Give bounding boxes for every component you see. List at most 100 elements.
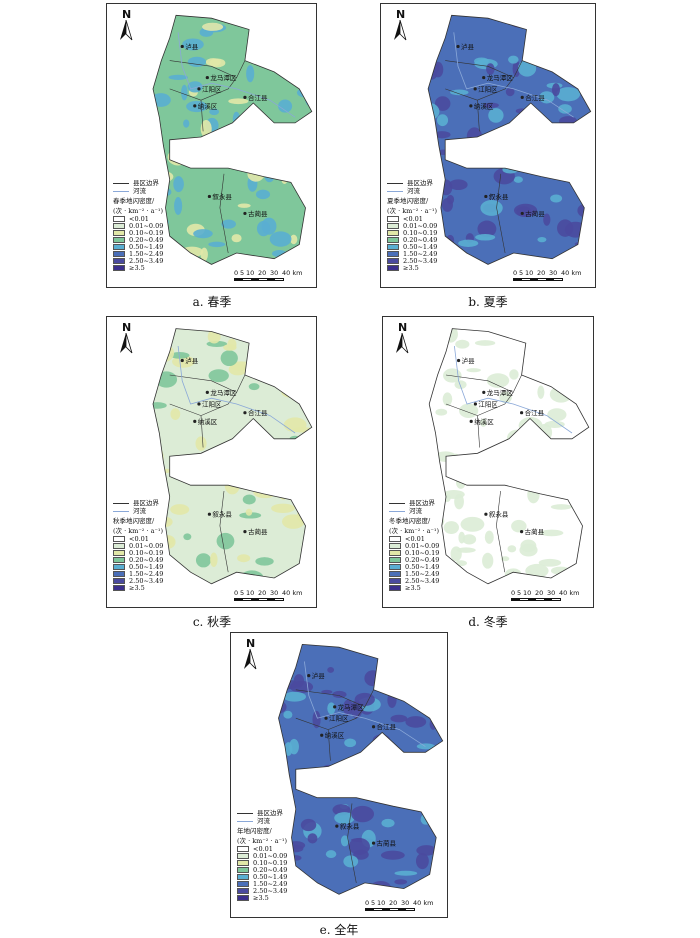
density-patch <box>539 447 552 458</box>
density-patch <box>221 219 236 229</box>
scale-label: 30 <box>270 269 279 277</box>
caption-annual: e. 全年 <box>319 923 359 937</box>
density-patch <box>300 818 317 832</box>
north-arrow-icon: N <box>117 321 139 355</box>
north-arrow-icon: N <box>241 637 263 671</box>
density-patch <box>459 403 479 419</box>
density-patch <box>522 20 531 25</box>
density-patch <box>454 380 467 390</box>
density-patch <box>343 699 354 716</box>
density-patch <box>340 835 349 847</box>
region-fill <box>153 328 312 584</box>
legend-swatch <box>389 549 401 556</box>
legend-river-label: 河流 <box>133 187 146 195</box>
density-patch <box>287 350 311 368</box>
legend-class-label: 0.20~0.49 <box>405 555 440 564</box>
place-marker <box>243 530 247 534</box>
county-boundary <box>200 100 204 132</box>
density-patch <box>507 545 517 553</box>
density-patch <box>284 742 293 756</box>
legend-class-label: 0.01~0.09 <box>129 221 164 230</box>
legend-swatch <box>389 556 401 563</box>
density-patch <box>508 55 519 64</box>
legend-swatch <box>237 873 249 880</box>
density-patch <box>583 182 590 187</box>
density-patch <box>301 146 312 155</box>
place-marker <box>180 44 184 49</box>
river-line <box>304 661 426 747</box>
density-patch <box>182 38 204 51</box>
scale-bar: 0 5 10 20 30 40 km <box>365 899 443 913</box>
density-patch <box>415 852 429 870</box>
legend-river-label: 河流 <box>257 817 270 825</box>
place-label: 合江县 <box>377 722 397 731</box>
density-patch <box>420 803 430 811</box>
density-patch <box>307 833 318 844</box>
density-patch <box>387 692 397 708</box>
density-patch <box>153 348 160 367</box>
place-label: 龙马潭区 <box>338 702 365 711</box>
place-marker <box>243 95 247 99</box>
place-label: 纳溪区 <box>325 731 345 740</box>
density-patch <box>264 170 275 183</box>
density-patch <box>325 850 337 858</box>
density-patch <box>281 386 299 398</box>
density-patch <box>553 148 570 155</box>
density-patch <box>460 516 485 532</box>
density-patch <box>231 446 253 458</box>
density-patch <box>208 241 226 248</box>
place-marker <box>520 211 524 216</box>
place-marker <box>469 104 473 108</box>
place-marker <box>335 824 339 828</box>
density-patch <box>309 790 317 795</box>
scale-bar: 0 5 10 20 30 40 km <box>513 269 591 283</box>
place-label: 江阳区 <box>329 714 349 723</box>
density-patch <box>562 376 569 391</box>
place-label: 泸县 <box>185 42 199 51</box>
legend-class-label: ≥3.5 <box>405 583 421 592</box>
density-patch <box>488 108 504 123</box>
place-label: 龙马潭区 <box>487 388 514 397</box>
density-patch <box>547 328 559 338</box>
density-patch <box>564 221 587 238</box>
legend-swatch <box>387 222 399 229</box>
place-marker <box>520 411 524 415</box>
density-patch <box>370 775 380 789</box>
county-boundary <box>445 60 523 78</box>
legend-swatch <box>113 222 125 229</box>
scale-label: 10 <box>246 589 255 597</box>
density-patch <box>446 194 455 205</box>
place-marker <box>324 716 328 720</box>
density-patch <box>321 689 333 695</box>
map-legend: 县区边界 河流 冬季地闪密度/ (次 · km⁻² · a⁻¹) <0.01 0.01~0… <box>389 499 440 592</box>
place-marker <box>197 87 201 91</box>
legend-class-label: <0.01 <box>405 534 425 543</box>
density-patch <box>255 189 271 200</box>
density-patch <box>351 805 375 823</box>
place-label: 泸县 <box>185 356 199 365</box>
legend-swatch <box>389 563 401 570</box>
scale-label: 0 <box>234 589 239 597</box>
legend-class-label: 0.20~0.49 <box>253 865 288 874</box>
density-patch <box>153 402 167 409</box>
place-label: 叙永县 <box>212 192 232 201</box>
density-patch <box>283 691 307 702</box>
legend-unit: (次 · km⁻² · a⁻¹) <box>113 207 164 215</box>
county-boundary <box>445 374 522 393</box>
legend-boundary-label: 县区边界 <box>407 179 433 187</box>
legend-class-label: 0.10~0.19 <box>403 228 438 237</box>
place-marker <box>197 402 201 406</box>
legend-swatch <box>237 866 249 873</box>
caption-summer: b. 夏季 <box>468 295 508 309</box>
density-patch <box>450 89 469 96</box>
density-patch <box>254 151 271 169</box>
legend-swatch <box>113 243 125 250</box>
legend-class-label: 0.01~0.09 <box>253 851 288 860</box>
legend-class-label: 2.50~3.49 <box>403 256 438 265</box>
density-patch <box>195 553 211 568</box>
legend-boundary-label: 县区边界 <box>133 179 159 187</box>
density-patch <box>447 145 459 152</box>
place-marker <box>205 75 209 80</box>
